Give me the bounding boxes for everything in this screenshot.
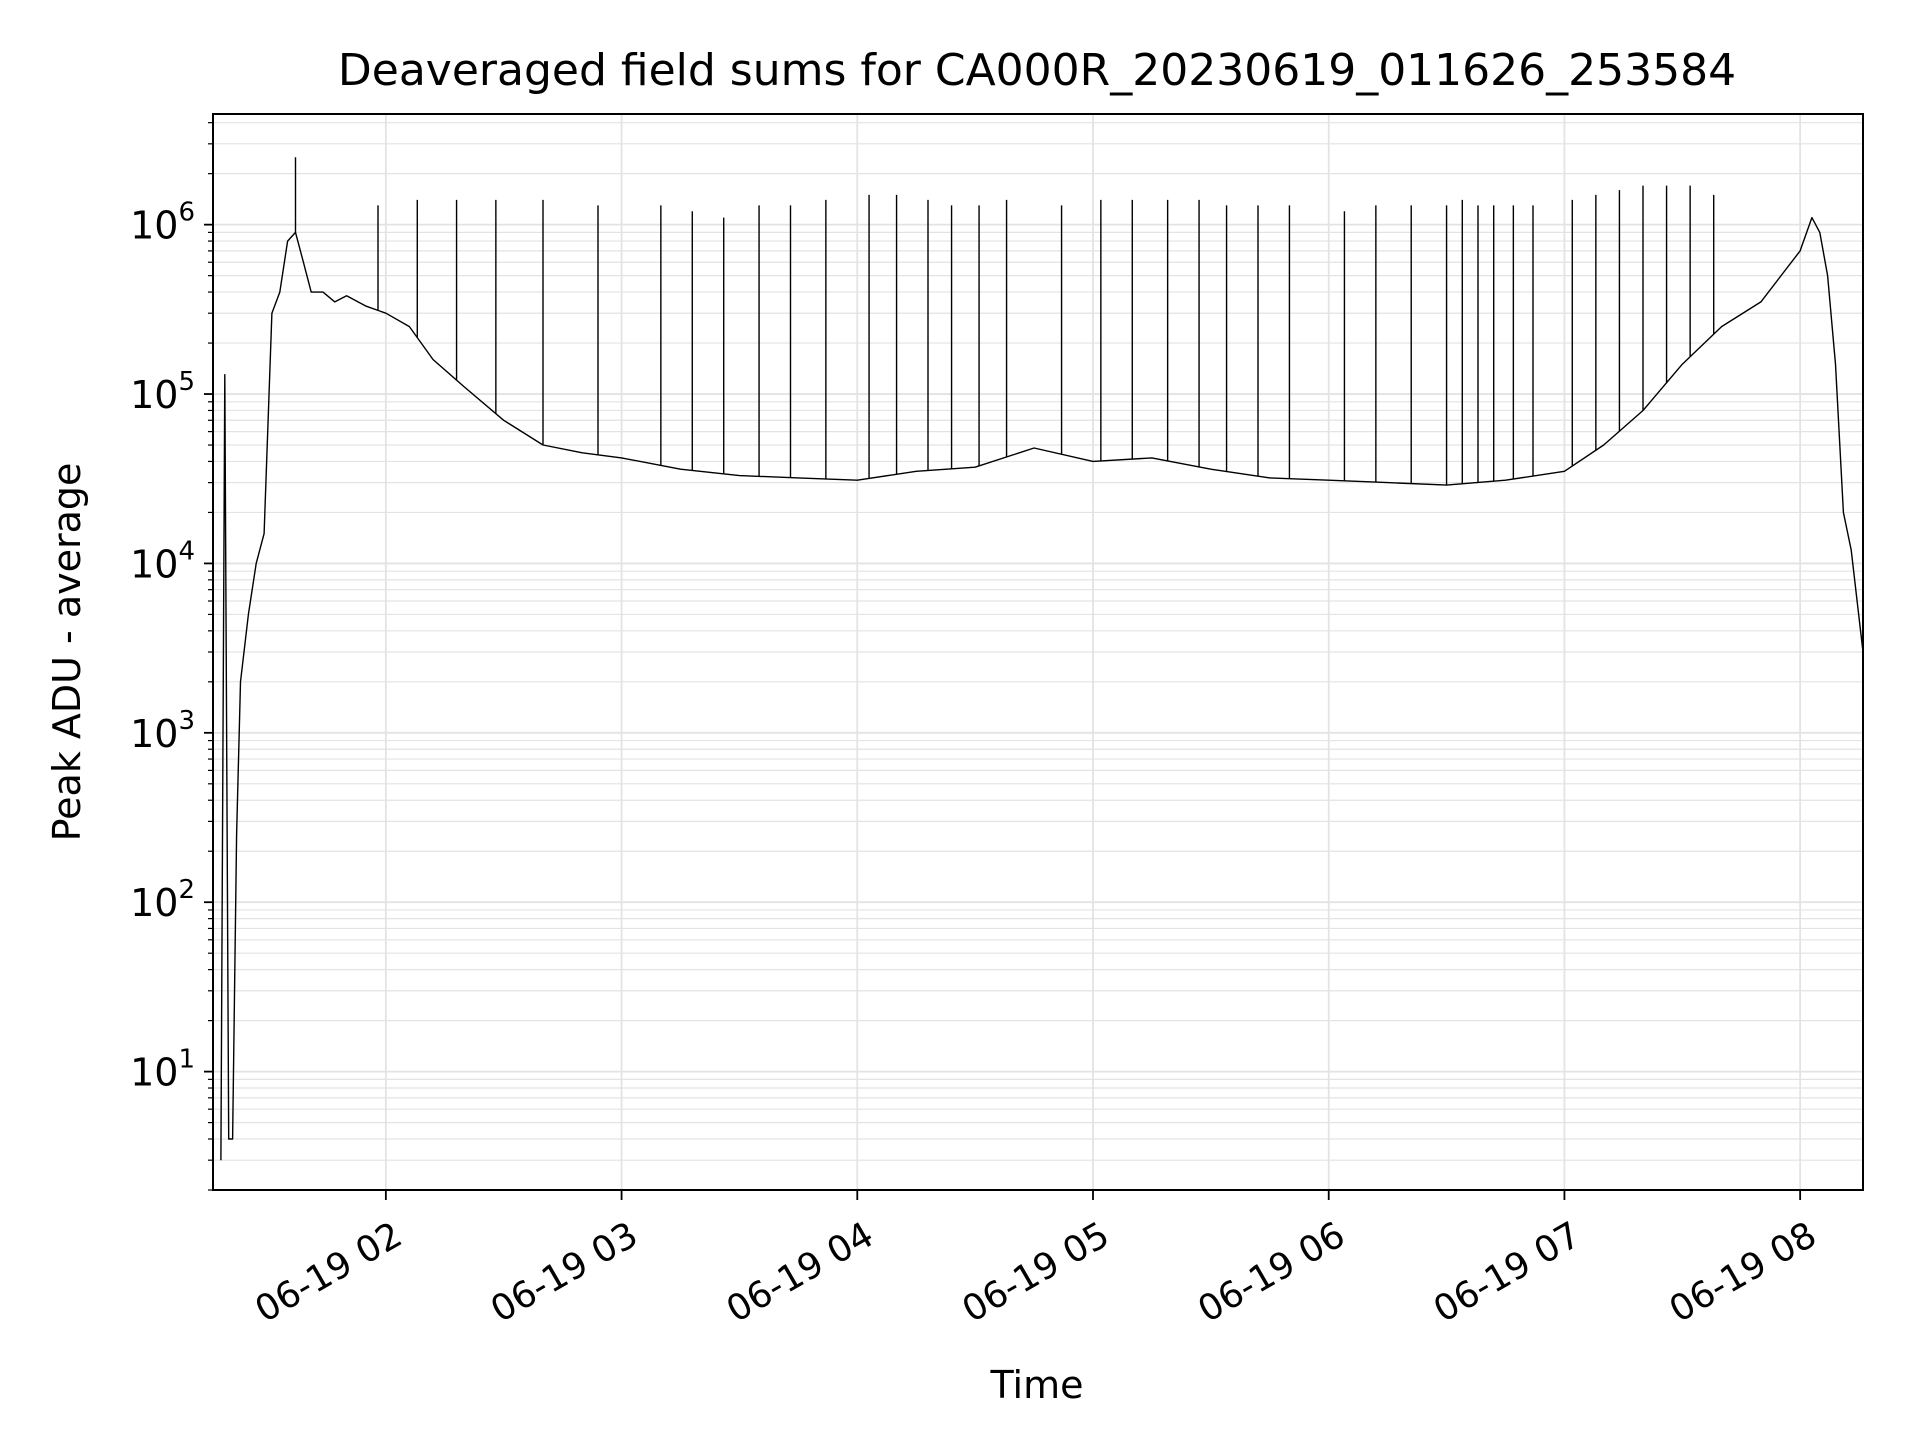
y-tick-base: 10 [130,204,178,248]
x-axis-label: Time [990,1363,1084,1407]
series-line [220,216,1864,1161]
x-tick-label: 06-19 03 [484,1214,645,1330]
y-tick-label: 105 [130,367,195,417]
y-tick-exponent: 1 [178,1045,195,1075]
y-tick-exponent: 2 [178,875,195,905]
x-axis: 06-19 02 06-19 03 06-19 04 06-19 05 06-19 06… [248,1190,1823,1331]
y-tick-exponent: 3 [178,706,195,736]
y-tick-base: 10 [130,373,178,417]
y-tick-exponent: 5 [178,367,195,397]
y-tick-exponent: 6 [178,198,195,228]
y-tick-base: 10 [130,1051,178,1095]
x-tick-label: 06-19 05 [956,1214,1117,1330]
x-tick-label: 06-19 02 [248,1214,409,1330]
y-tick-label: 101 [130,1045,195,1095]
y-tick-exponent: 4 [178,536,195,566]
x-tick-label: 06-19 04 [720,1214,881,1330]
chart-title: Deaveraged field sums for CA000R_2023061… [338,45,1736,96]
y-tick-label: 104 [130,536,195,586]
y-tick-label: 106 [130,198,195,248]
y-tick-label: 103 [130,706,195,756]
y-tick-base: 10 [130,542,178,586]
data-series [220,157,1864,1161]
x-tick-label: 06-19 07 [1427,1214,1588,1330]
x-tick-label: 06-19 06 [1191,1214,1352,1330]
y-tick-base: 10 [130,712,178,756]
x-tick-label: 06-19 08 [1663,1214,1824,1330]
grid-lines [213,114,1863,1191]
y-tick-label: 102 [130,875,195,925]
y-axis-label: Peak ADU - average [45,463,89,842]
y-tick-base: 10 [130,881,178,925]
